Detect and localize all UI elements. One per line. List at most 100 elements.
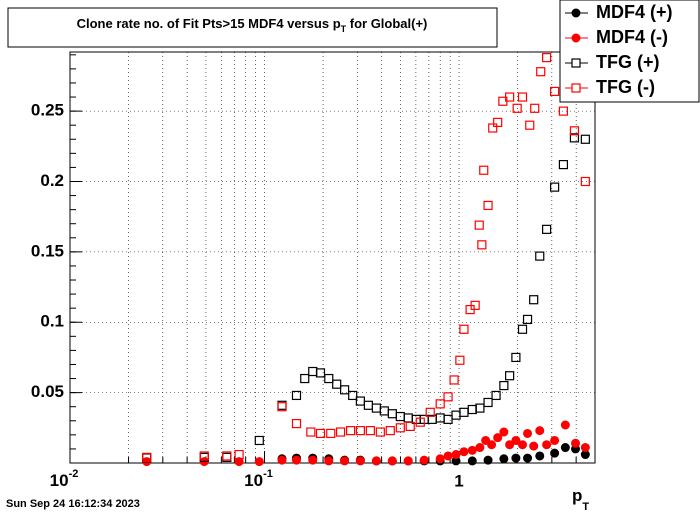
point <box>254 435 264 446</box>
legend-label: TFG (+) <box>596 52 660 72</box>
point <box>142 452 152 462</box>
point <box>550 86 560 97</box>
point <box>355 426 365 436</box>
point <box>345 426 356 436</box>
point <box>375 427 385 437</box>
point <box>419 455 429 465</box>
point <box>326 428 336 439</box>
point <box>387 456 397 466</box>
point <box>306 427 316 437</box>
point <box>475 443 485 453</box>
point <box>475 403 485 413</box>
point <box>558 106 569 116</box>
point <box>324 373 334 384</box>
point <box>580 134 590 144</box>
point <box>571 438 581 448</box>
point <box>443 451 453 461</box>
x-tick-base: 10 <box>50 471 69 490</box>
point <box>443 392 453 402</box>
point <box>511 352 521 363</box>
point <box>560 443 570 453</box>
point <box>550 435 560 445</box>
x-tick-exponent: -1 <box>263 468 273 480</box>
x-tick-label: 10-2 <box>50 468 79 491</box>
point <box>512 103 522 113</box>
x-tick-exponent: -2 <box>69 468 79 480</box>
point <box>499 427 509 437</box>
point <box>291 418 302 429</box>
point <box>467 456 477 466</box>
point <box>493 433 503 443</box>
y-tick-label: 0.1 <box>40 312 64 331</box>
point <box>291 390 302 401</box>
title-sub: T <box>341 24 347 34</box>
point <box>348 390 358 401</box>
point <box>505 92 515 102</box>
point <box>518 440 528 450</box>
x-tick-label: 1 <box>454 471 463 490</box>
point <box>542 224 552 234</box>
legend-marker <box>571 8 581 18</box>
point <box>580 176 590 187</box>
point <box>525 120 535 130</box>
point <box>535 426 545 436</box>
point <box>234 457 244 467</box>
point <box>522 314 533 325</box>
point <box>487 440 497 450</box>
legend-marker <box>571 33 581 43</box>
point <box>339 385 350 395</box>
point <box>542 53 552 63</box>
point <box>505 371 515 381</box>
point <box>355 456 365 466</box>
point <box>560 420 570 430</box>
point <box>481 435 491 445</box>
point <box>523 428 533 438</box>
point <box>371 456 381 466</box>
x-tick-label: 10-1 <box>244 468 273 491</box>
y-tick-label: 0.2 <box>40 171 64 190</box>
title-box <box>7 7 498 48</box>
point <box>467 445 477 455</box>
timestamp: Sun Sep 24 16:12:34 2023 <box>6 498 140 510</box>
legend-label: MDF4 (+) <box>596 2 673 22</box>
point <box>199 451 209 461</box>
point <box>403 456 413 466</box>
point <box>291 455 301 465</box>
point <box>529 441 539 451</box>
point <box>459 447 469 457</box>
x-label-sub: T <box>582 501 589 513</box>
point <box>335 427 346 437</box>
point <box>222 451 232 461</box>
legend-marker <box>571 83 581 93</box>
chart-title: Clone rate no. of Fit Pts>15 MDF4 versus… <box>77 16 428 34</box>
point <box>550 448 560 458</box>
legend-box <box>559 0 700 103</box>
point <box>488 123 498 133</box>
point <box>517 92 528 102</box>
point <box>315 368 326 378</box>
point <box>550 182 560 192</box>
point <box>315 428 326 439</box>
point <box>470 300 480 310</box>
point <box>483 455 493 465</box>
point <box>308 455 318 465</box>
point <box>511 435 521 445</box>
point <box>385 426 395 436</box>
point <box>530 103 540 113</box>
point <box>542 440 552 450</box>
x-axis-label: pT <box>572 486 589 512</box>
point <box>479 165 489 175</box>
point <box>580 443 590 453</box>
x-label-main: p <box>572 486 582 505</box>
point <box>234 449 244 460</box>
point <box>435 399 445 409</box>
point <box>491 390 501 401</box>
point <box>340 456 350 466</box>
point <box>517 324 528 334</box>
point <box>365 426 375 436</box>
title-part: for Global(+) <box>346 16 427 31</box>
point <box>332 379 342 389</box>
point <box>451 450 461 460</box>
